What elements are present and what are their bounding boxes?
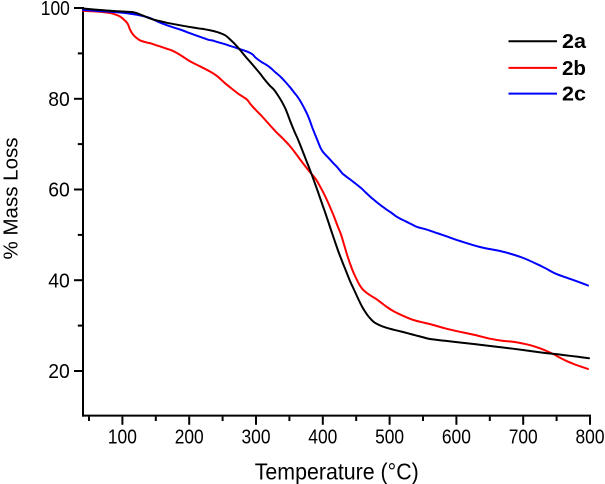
- svg-text:40: 40: [48, 270, 70, 292]
- svg-text:2c: 2c: [562, 84, 586, 106]
- svg-text:600: 600: [442, 427, 471, 449]
- svg-text:400: 400: [308, 427, 337, 449]
- svg-text:Temperature (°C): Temperature (°C): [255, 459, 419, 484]
- svg-text:800: 800: [576, 427, 605, 449]
- svg-text:2b: 2b: [562, 58, 586, 80]
- svg-text:2a: 2a: [562, 31, 587, 53]
- svg-text:100: 100: [41, 0, 70, 20]
- svg-text:700: 700: [509, 427, 538, 449]
- svg-text:20: 20: [48, 361, 70, 383]
- svg-text:80: 80: [48, 89, 70, 111]
- svg-text:500: 500: [375, 427, 404, 449]
- svg-text:200: 200: [175, 427, 204, 449]
- svg-text:300: 300: [242, 427, 271, 449]
- svg-text:100: 100: [108, 427, 137, 449]
- svg-text:% Mass Loss: % Mass Loss: [1, 138, 23, 260]
- svg-text:60: 60: [48, 180, 70, 202]
